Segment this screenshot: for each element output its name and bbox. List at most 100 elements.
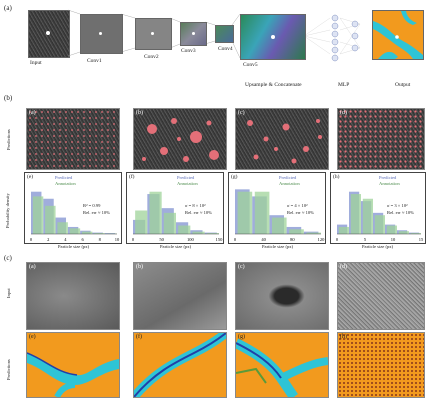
conv2-feature-map: [135, 18, 172, 50]
histogram-e-stat-2: Rel. err ≈ 10%: [83, 210, 111, 215]
histogram-h-stat-1: σ = 3 × 10²: [387, 203, 408, 208]
histogram-f-stat-1: σ = 8 × 10²: [185, 203, 206, 208]
hist-bar-annotation: [57, 222, 68, 234]
conv1-feature-map: [80, 14, 123, 54]
prediction-panel-f: (f): [133, 332, 227, 398]
input-panel-d-label: (d): [340, 264, 347, 270]
histogram-g-stat-2: Rel. err ≈ 10%: [287, 210, 315, 215]
histogram-h-stat-2: Rel. err ≈ 10%: [387, 210, 415, 215]
x-tick-label: 100: [187, 237, 195, 242]
x-tick-label: 2: [47, 237, 49, 242]
histogram-f-label: (f): [129, 174, 135, 180]
stage-label-mlp: MLP: [338, 82, 350, 88]
x-tick-label: 0: [336, 237, 339, 242]
input-panel-d: (d): [337, 262, 425, 330]
conv3-feature-map: [180, 22, 207, 46]
prediction-panel-f-label: (f): [136, 334, 142, 340]
network-connectors: [67, 9, 361, 59]
stage-label-conv4: Conv4: [218, 46, 233, 52]
hist-bar-annotation: [374, 215, 385, 234]
x-axis-label-e: Particle size (px): [58, 244, 90, 249]
sem-panel-b-label: (b): [136, 110, 143, 116]
prediction-panel-h: (h): [337, 332, 425, 398]
histogram-f: 0 50 100 150 (f) Predicted Annotation σ = 8…: [126, 172, 224, 244]
histogram-g-legend-predicted: Predicted: [279, 175, 297, 180]
prediction-panel-h-label: (h): [340, 334, 347, 340]
prediction-panel-g: (g): [235, 332, 329, 398]
hist-bar-annotation: [350, 194, 361, 234]
histogram-h-label: (h): [333, 174, 340, 180]
sem-panel-c-label: (c): [238, 110, 245, 116]
sem-panel-a-label: (a): [29, 110, 36, 116]
prediction-panel-f-graphic: [134, 333, 226, 397]
x-axis-label-f: Particle size (px): [160, 244, 192, 249]
hist-bar-annotation: [32, 196, 44, 234]
hist-bar-annotation: [398, 231, 409, 234]
x-tick-label: 40: [261, 237, 266, 242]
input-panel-a: (a): [26, 262, 120, 330]
x-tick-label: 10: [391, 237, 396, 242]
hist-bar-annotation: [178, 225, 191, 234]
conv2-marker: [151, 32, 154, 35]
y-axis-label: Probability density: [5, 193, 10, 228]
stage-label-output: Output: [395, 82, 411, 88]
histogram-f-legend-predicted: Predicted: [177, 175, 195, 180]
stage-label-conv5: Conv5: [243, 62, 258, 68]
histogram-g-stat-1: σ = 4 × 10²: [287, 203, 308, 208]
hist-bar-annotation: [149, 191, 162, 234]
x-tick-label: 0: [30, 237, 33, 242]
x-tick-label: 15: [419, 237, 424, 242]
sem-panel-d: (d): [337, 108, 425, 170]
part-c-label: (c): [4, 254, 12, 262]
x-tick-label: 120: [318, 237, 325, 242]
x-tick-label: 5: [364, 237, 367, 242]
x-tick-label: 0: [234, 237, 237, 242]
sem-panel-d-label: (d): [340, 110, 347, 116]
stage-label-input: Input: [30, 60, 42, 66]
hist-bar-annotation: [338, 226, 349, 234]
histogram-h-plot: 0 5 10 15: [336, 191, 424, 242]
hist-bar-annotation: [69, 228, 81, 234]
x-tick-label: 8: [99, 237, 102, 242]
part-b-label: (b): [4, 94, 13, 102]
histogram-f-legend-annotation: Annotation: [177, 181, 198, 186]
histogram-e-legend-predicted: Predicted: [55, 175, 73, 180]
hist-bar-annotation: [192, 231, 205, 234]
hist-bar-annotation: [410, 233, 421, 234]
histogram-e-legend-annotation: Annotation: [55, 181, 76, 186]
upsampled-feature-map: [240, 14, 306, 60]
histogram-f-plot: 0 50 100 150: [132, 191, 223, 242]
hist-bar-annotation: [81, 231, 93, 234]
hist-bar-annotation: [254, 191, 270, 234]
conv4-feature-map: [215, 25, 234, 43]
sem-panel-b-particles: [142, 118, 219, 162]
hist-bar-annotation: [206, 233, 219, 234]
x-tick-label: 80: [290, 237, 295, 242]
part-a-label: (a): [4, 4, 12, 12]
prediction-panel-e-label: (e): [29, 334, 36, 340]
histogram-e-label: (e): [27, 174, 34, 180]
prediction-panel-e-graphic: [27, 352, 119, 397]
histogram-g-plot: 0 40 80 120: [234, 189, 325, 242]
hist-bar-annotation: [163, 212, 176, 234]
histogram-f-stat-2: Rel. err ≈ 10%: [185, 210, 213, 215]
prediction-panel-e: (e): [26, 332, 120, 398]
input-panel-b-label: (b): [136, 264, 143, 270]
histogram-e-stat-1: R² = 0.99: [83, 203, 101, 208]
hist-bar-annotation: [271, 217, 287, 234]
histogram-e-plot: 0 2 4 6 8 10: [30, 191, 120, 242]
histogram-g: 0 40 80 120 (g) Predicted Annotation σ = 4 …: [228, 172, 326, 244]
hist-bar-annotation: [94, 233, 105, 234]
histogram-e: 0 2 4 6 8 10 (e) Predicted Annotation R² = 0.…: [24, 172, 122, 244]
stage-label-conv1: Conv1: [87, 58, 102, 64]
histogram-g-label: (g): [231, 174, 238, 180]
histogram-h-legend-predicted: Predicted: [379, 175, 397, 180]
histogram-h: 0 5 10 15 (h) Predicted Annotation σ = 3 × …: [330, 172, 426, 244]
x-tick-label: 0: [132, 237, 135, 242]
output-segmentation: [372, 10, 424, 60]
hist-bar-annotation: [237, 191, 253, 234]
x-tick-label: 6: [81, 237, 84, 242]
x-tick-label: 150: [216, 237, 223, 242]
hist-bar-annotation: [135, 210, 148, 234]
hist-bar-annotation: [289, 229, 304, 234]
